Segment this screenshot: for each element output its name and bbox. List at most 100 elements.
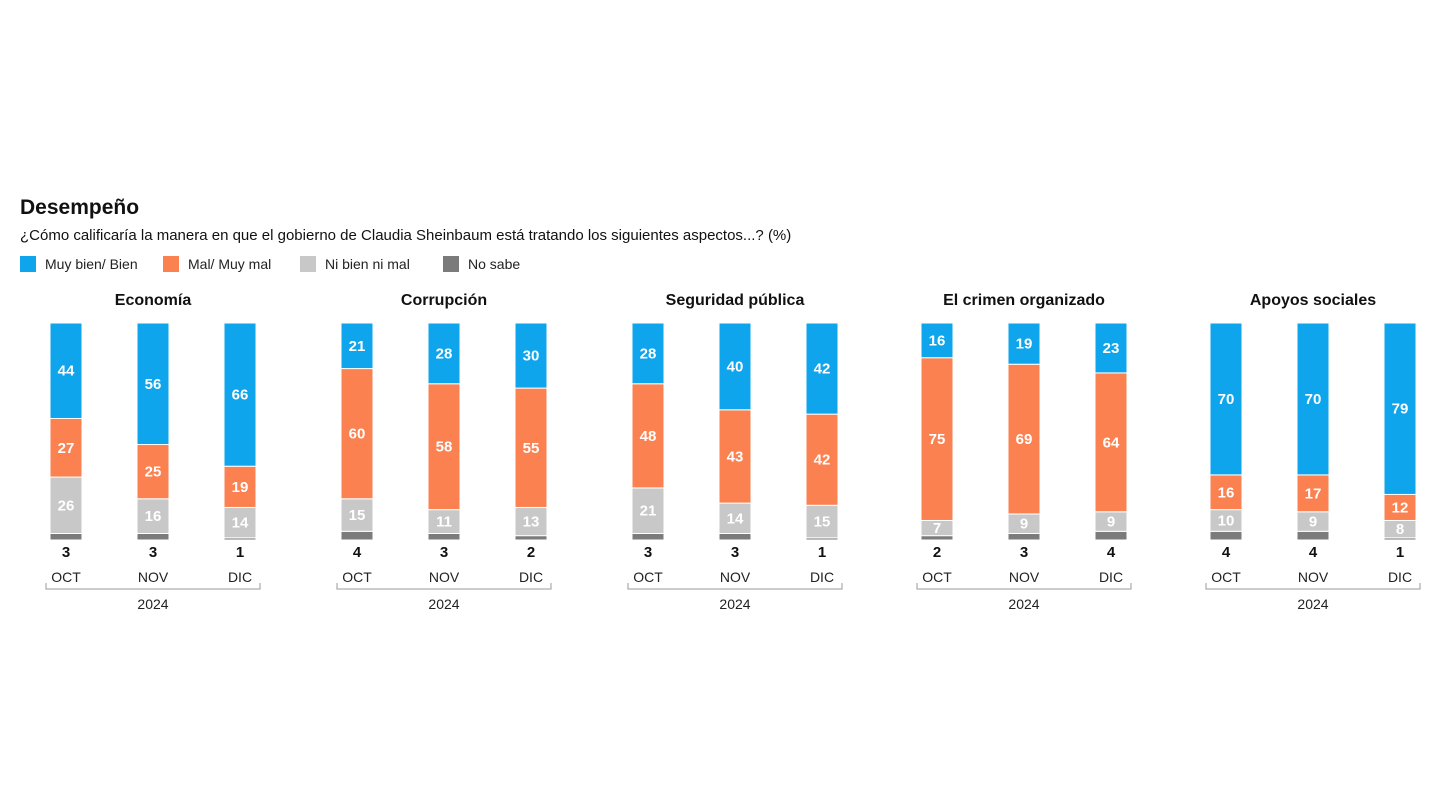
year-bracket	[45, 583, 261, 590]
legend-label-bien: Muy bien/ Bien	[45, 256, 138, 272]
category-label: OCT	[51, 569, 81, 585]
bar-segment	[514, 322, 548, 389]
bar-segment	[223, 465, 257, 508]
bar-segment	[49, 532, 83, 541]
data-label-nosabe: 3	[440, 544, 448, 561]
legend-swatch-bien	[20, 256, 36, 272]
data-label: 8	[1396, 521, 1404, 538]
bar-segment	[136, 322, 170, 446]
category-label: NOV	[1298, 569, 1329, 585]
data-label: 10	[1218, 512, 1235, 529]
category-label: DIC	[1388, 569, 1412, 585]
panel-title: Seguridad pública	[666, 292, 805, 309]
data-label-nosabe: 4	[1222, 544, 1231, 561]
data-label-nosabe: 3	[1020, 544, 1028, 561]
legend-swatch-ni	[300, 256, 316, 272]
data-label: 75	[929, 431, 946, 448]
data-label: 19	[1016, 336, 1033, 353]
data-label-nosabe: 2	[527, 544, 535, 561]
legend-label-ni: Ni bien ni mal	[325, 256, 410, 272]
legend-label-mal: Mal/ Muy mal	[188, 256, 272, 272]
data-label: 56	[145, 376, 162, 393]
legend-swatch-mal	[163, 256, 179, 272]
year-label: 2024	[428, 596, 459, 612]
year-bracket	[336, 583, 552, 590]
data-label: 15	[814, 514, 831, 531]
data-label: 30	[523, 348, 540, 365]
bar-segment	[1094, 322, 1128, 374]
data-label: 48	[640, 428, 657, 445]
bar-segment	[223, 322, 257, 467]
category-label: DIC	[810, 569, 834, 585]
year-bracket	[916, 583, 1132, 590]
data-label: 60	[349, 426, 366, 443]
data-label: 9	[1020, 516, 1028, 533]
legend-item-nosabe: No sabe	[443, 256, 520, 272]
data-label: 13	[523, 514, 540, 531]
bar-segment	[49, 476, 83, 534]
category-label: DIC	[228, 569, 252, 585]
data-label: 14	[232, 515, 249, 532]
data-label: 70	[1218, 391, 1235, 408]
data-label-nosabe: 3	[644, 544, 652, 561]
legend-item-ni: Ni bien ni mal	[300, 256, 443, 272]
bar-segment	[631, 383, 665, 489]
bar-segment	[1094, 372, 1128, 513]
bar-segment	[1296, 474, 1330, 513]
category-label: NOV	[720, 569, 751, 585]
data-label: 25	[145, 464, 162, 481]
data-label: 70	[1305, 391, 1322, 408]
bar-segment	[718, 502, 752, 534]
category-label: DIC	[519, 569, 543, 585]
legend: Muy bien/ Bien Mal/ Muy mal Ni bien ni m…	[20, 256, 520, 272]
bar-segment	[718, 532, 752, 541]
data-label-nosabe: 4	[1309, 544, 1318, 561]
year-bracket	[627, 583, 843, 590]
data-label: 42	[814, 361, 831, 378]
bar-segment	[1383, 493, 1417, 521]
panel-title: Economía	[115, 292, 192, 309]
data-label-nosabe: 3	[149, 544, 157, 561]
data-label: 14	[727, 510, 744, 527]
category-label: NOV	[138, 569, 169, 585]
year-label: 2024	[137, 596, 168, 612]
data-label-nosabe: 1	[1396, 544, 1404, 561]
data-label: 55	[523, 440, 540, 457]
data-label: 58	[436, 439, 453, 456]
chart-title: Desempeño	[20, 196, 140, 219]
bar-segment	[1007, 363, 1041, 515]
data-label: 28	[436, 345, 453, 362]
category-label: NOV	[1009, 569, 1040, 585]
bar-segment	[805, 322, 839, 415]
bar-segment	[340, 322, 374, 370]
data-label: 21	[640, 503, 657, 520]
legend-swatch-nosabe	[443, 256, 459, 272]
data-label: 21	[349, 338, 366, 355]
data-label: 16	[929, 332, 946, 349]
chart-subtitle: ¿Cómo calificaría la manera en que el go…	[20, 227, 792, 244]
category-label: OCT	[342, 569, 372, 585]
panel-title: Apoyos sociales	[1250, 292, 1376, 309]
bar-segment	[340, 368, 374, 500]
bar-segment	[718, 322, 752, 411]
bar-segment	[136, 532, 170, 541]
bar-segment	[1209, 322, 1243, 476]
data-label: 28	[640, 345, 657, 362]
category-label: NOV	[429, 569, 460, 585]
bar-segment	[1007, 322, 1041, 365]
data-label: 27	[58, 440, 75, 457]
data-label: 42	[814, 452, 831, 469]
bar-segment	[1296, 322, 1330, 476]
data-label: 26	[58, 497, 75, 514]
category-label: OCT	[1211, 569, 1241, 585]
data-label-nosabe: 4	[353, 544, 362, 561]
bar-segment	[631, 322, 665, 385]
data-label: 66	[232, 387, 249, 404]
legend-label-nosabe: No sabe	[468, 256, 521, 272]
data-label-nosabe: 1	[818, 544, 826, 561]
bar-segment	[1383, 322, 1417, 495]
bar-segment	[514, 535, 548, 541]
bar-segment	[49, 322, 83, 419]
year-label: 2024	[719, 596, 750, 612]
category-label: OCT	[633, 569, 663, 585]
